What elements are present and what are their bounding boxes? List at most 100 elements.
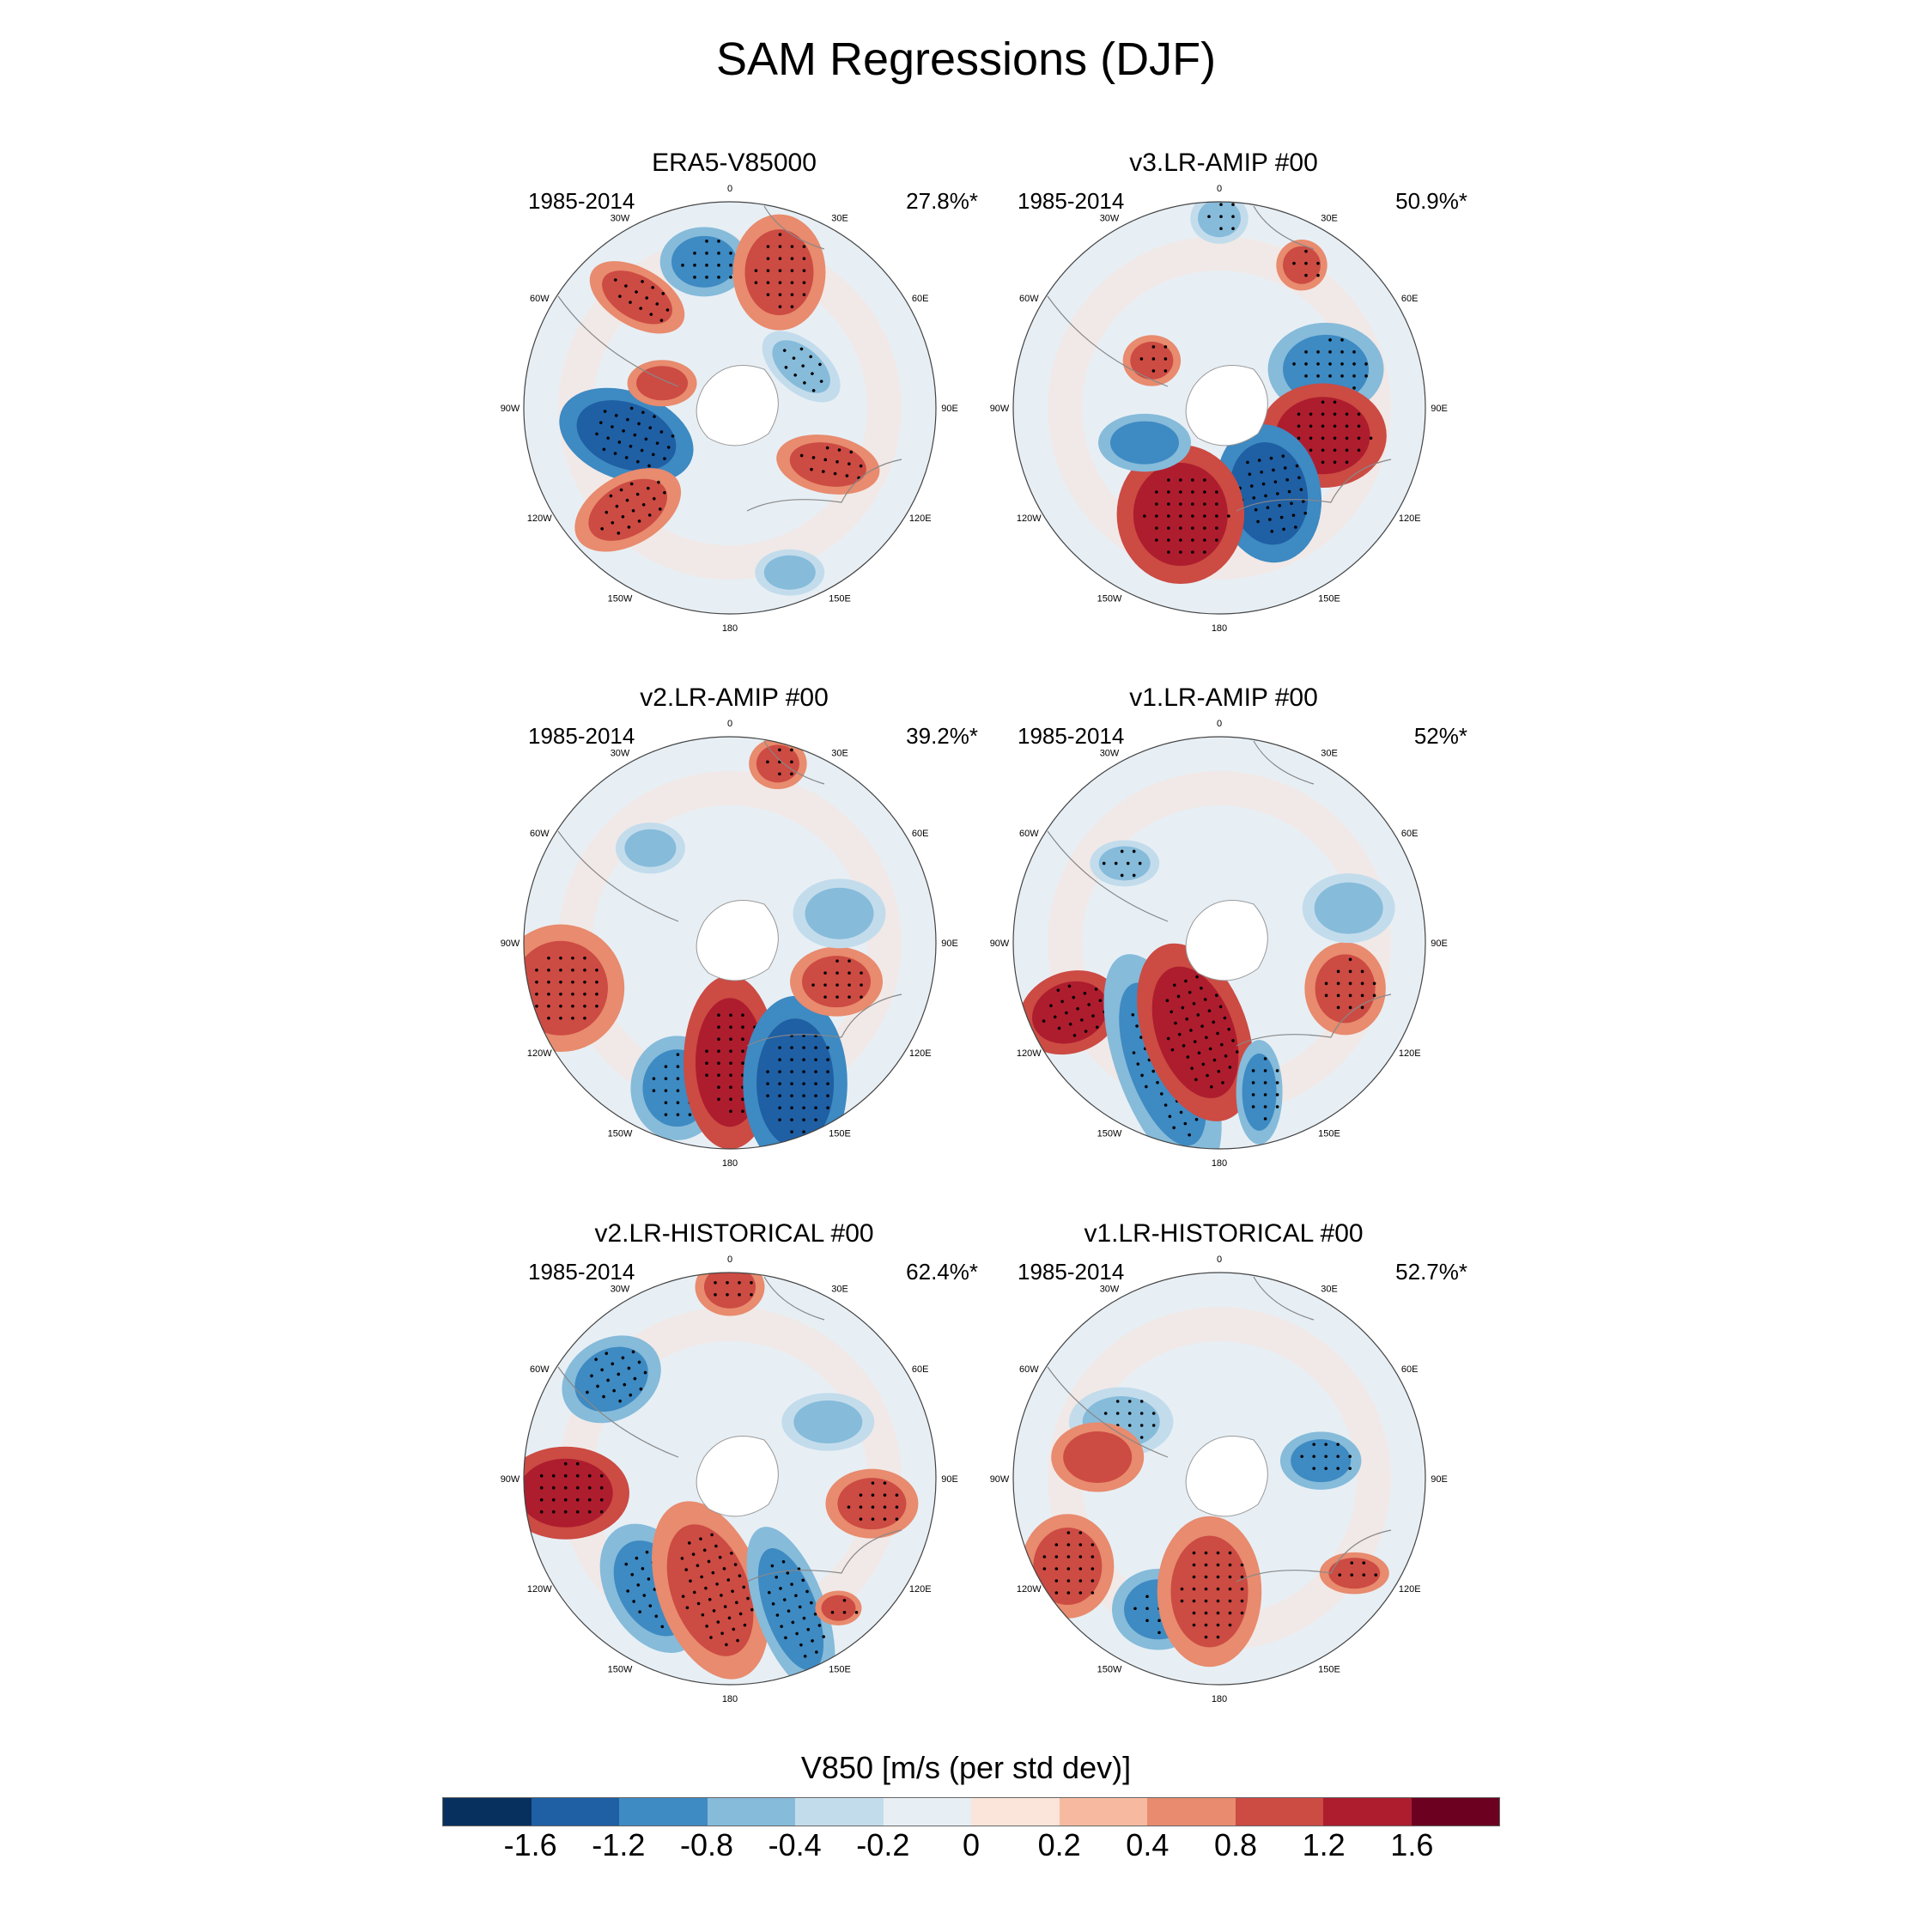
anomaly-region xyxy=(756,744,799,783)
polar-map: 0 30E 60E 90E 120E 150E 180 150W 120W 90W 60W 30W xyxy=(990,184,1448,634)
colorbar-tick-label: -1.6 xyxy=(503,1827,557,1862)
longitude-label: 60E xyxy=(912,1364,929,1375)
colorbar-tick-label: 0.4 xyxy=(1126,1827,1170,1862)
africa-coastline xyxy=(763,740,825,785)
south-america-coastline xyxy=(1047,1366,1169,1458)
anomaly-region xyxy=(756,1018,835,1148)
colorbar-swatch xyxy=(1147,1798,1236,1826)
significance-stipple xyxy=(595,406,675,468)
australia-coastline xyxy=(1236,1529,1392,1583)
longitude-label: 120W xyxy=(527,513,552,524)
map-panel-v3-amip: v3.LR-AMIP #00 1985-2014 50.9%* 0 30E 60E 9… xyxy=(949,142,1498,648)
significance-stipple xyxy=(680,1533,754,1647)
panel-years: 1985-2014 xyxy=(528,723,635,749)
significance-stipple xyxy=(714,1281,753,1297)
map-panel-v1-historical: v1.LR-HISTORICAL #00 1985-2014 52.7%* 0 3… xyxy=(949,1212,1498,1719)
anomaly-region xyxy=(793,1400,863,1443)
map-panel-v1-amip: v1.LR-AMIP #00 1985-2014 52%* 0 30E 60E 90E… xyxy=(949,677,1498,1183)
panel-explained-variance: 52.7%* xyxy=(1395,1259,1467,1285)
colorbar-ticks: -1.6 -1.2 -0.8 -0.4 -0.2 0 0.2 0.4 0.8 1.2 1.6 xyxy=(0,1827,1932,1870)
colorbar-tick-label: 1.2 xyxy=(1302,1827,1346,1862)
anomaly-region xyxy=(1109,421,1179,465)
africa-coastline xyxy=(1253,1276,1315,1321)
africa-coastline xyxy=(763,1276,825,1321)
anomaly-region xyxy=(1291,1439,1352,1483)
longitude-label: 60W xyxy=(1019,294,1039,304)
longitude-label: 150E xyxy=(829,1129,851,1139)
longitude-label: 90E xyxy=(941,404,958,414)
longitude-label: 30E xyxy=(831,748,848,758)
significance-stipple xyxy=(1042,984,1106,1037)
antarctica-landmass xyxy=(696,365,779,447)
longitude-label: 60E xyxy=(1401,829,1419,839)
anomaly-region xyxy=(837,1478,907,1530)
map-boundary xyxy=(523,1272,937,1686)
significance-stipple xyxy=(1165,975,1239,1089)
africa-coastline xyxy=(763,205,825,250)
map-boundary xyxy=(1012,1272,1426,1686)
colorbar-tick-label: 1.6 xyxy=(1390,1827,1434,1862)
longitude-label: 0 xyxy=(1217,1255,1222,1265)
significance-stipple xyxy=(1338,1561,1378,1577)
anomaly-region xyxy=(772,340,830,393)
colorbar xyxy=(442,1797,1500,1826)
map-boundary xyxy=(523,201,937,615)
polar-map: 0 30E 60E 90E 120E 150E 180 150W 120W 90W 60W 30W xyxy=(501,719,958,1169)
longitude-label: 60W xyxy=(1019,829,1039,839)
longitude-label: 30W xyxy=(611,1284,630,1294)
longitude-label: 60E xyxy=(1401,294,1419,304)
longitude-label: 30E xyxy=(831,213,848,223)
significance-stipple xyxy=(1324,957,1376,1010)
south-america-coastline xyxy=(1047,295,1169,387)
panel-years: 1985-2014 xyxy=(528,1259,635,1285)
longitude-label: 180 xyxy=(722,623,738,634)
longitude-label: 30W xyxy=(1100,748,1120,758)
panel-years: 1985-2014 xyxy=(528,188,635,214)
longitude-label: 180 xyxy=(1212,623,1227,634)
significance-stipple xyxy=(766,1034,829,1133)
australia-coastline xyxy=(746,459,902,512)
longitude-label: 150W xyxy=(608,594,633,605)
significance-stipple xyxy=(799,446,863,480)
colorbar-swatch xyxy=(707,1798,795,1826)
panel-title: ERA5-V85000 xyxy=(652,149,817,177)
significance-stipple xyxy=(847,1481,899,1521)
longitude-label: 60W xyxy=(1019,1364,1039,1375)
antarctica-landmass xyxy=(1185,365,1268,447)
anomaly-region xyxy=(1032,981,1108,1044)
longitude-label: 30W xyxy=(1100,213,1120,223)
colorbar-swatch xyxy=(971,1798,1060,1826)
longitude-label: 0 xyxy=(1217,719,1222,729)
longitude-label: 90W xyxy=(501,404,520,414)
longitude-label: 30E xyxy=(831,1284,848,1294)
significance-stipple xyxy=(1180,1551,1244,1639)
antarctica-landmass xyxy=(1185,900,1268,981)
panel-explained-variance: 39.2%* xyxy=(906,723,978,749)
panel-explained-variance: 27.8%* xyxy=(906,188,978,214)
significance-stipple xyxy=(586,1350,647,1403)
significance-stipple xyxy=(535,956,598,1020)
anomaly-region xyxy=(1033,1528,1103,1605)
significance-stipple xyxy=(1207,203,1235,230)
polar-map: 0 30E 60E 90E 120E 150E 180 150W 120W 90W 60W 30W xyxy=(990,719,1448,1169)
polar-map: 0 30E 60E 90E 120E 150E 180 150W 120W 90W 60W 30W xyxy=(990,1255,1448,1704)
longitude-label: 120E xyxy=(909,513,932,524)
significance-stipple xyxy=(766,748,793,776)
panel-years: 1985-2014 xyxy=(1018,723,1125,749)
australia-coastline xyxy=(746,993,902,1047)
polar-map: 0 30E 60E 90E 120E 150E 180 150W 120W 90W 60W 30W xyxy=(501,184,958,634)
longitude-label: 30E xyxy=(1321,748,1338,758)
map-boundary xyxy=(523,736,937,1150)
longitude-label: 90W xyxy=(501,939,520,949)
colorbar-tick-label: -0.2 xyxy=(856,1827,910,1862)
colorbar-swatch xyxy=(443,1798,532,1826)
significance-stipple xyxy=(767,1560,825,1658)
antarctica-landmass xyxy=(696,900,779,981)
anomaly-region xyxy=(821,1595,856,1621)
map-panel-era5: ERA5-V85000 1985-2014 27.8%* 0 30E 60E 90E 1… xyxy=(459,142,1009,648)
colorbar-swatch xyxy=(1323,1798,1412,1826)
longitude-label: 180 xyxy=(1212,1158,1227,1169)
anomaly-region xyxy=(1133,463,1228,567)
south-america-coastline xyxy=(557,295,679,387)
anomaly-region xyxy=(1170,1535,1249,1648)
